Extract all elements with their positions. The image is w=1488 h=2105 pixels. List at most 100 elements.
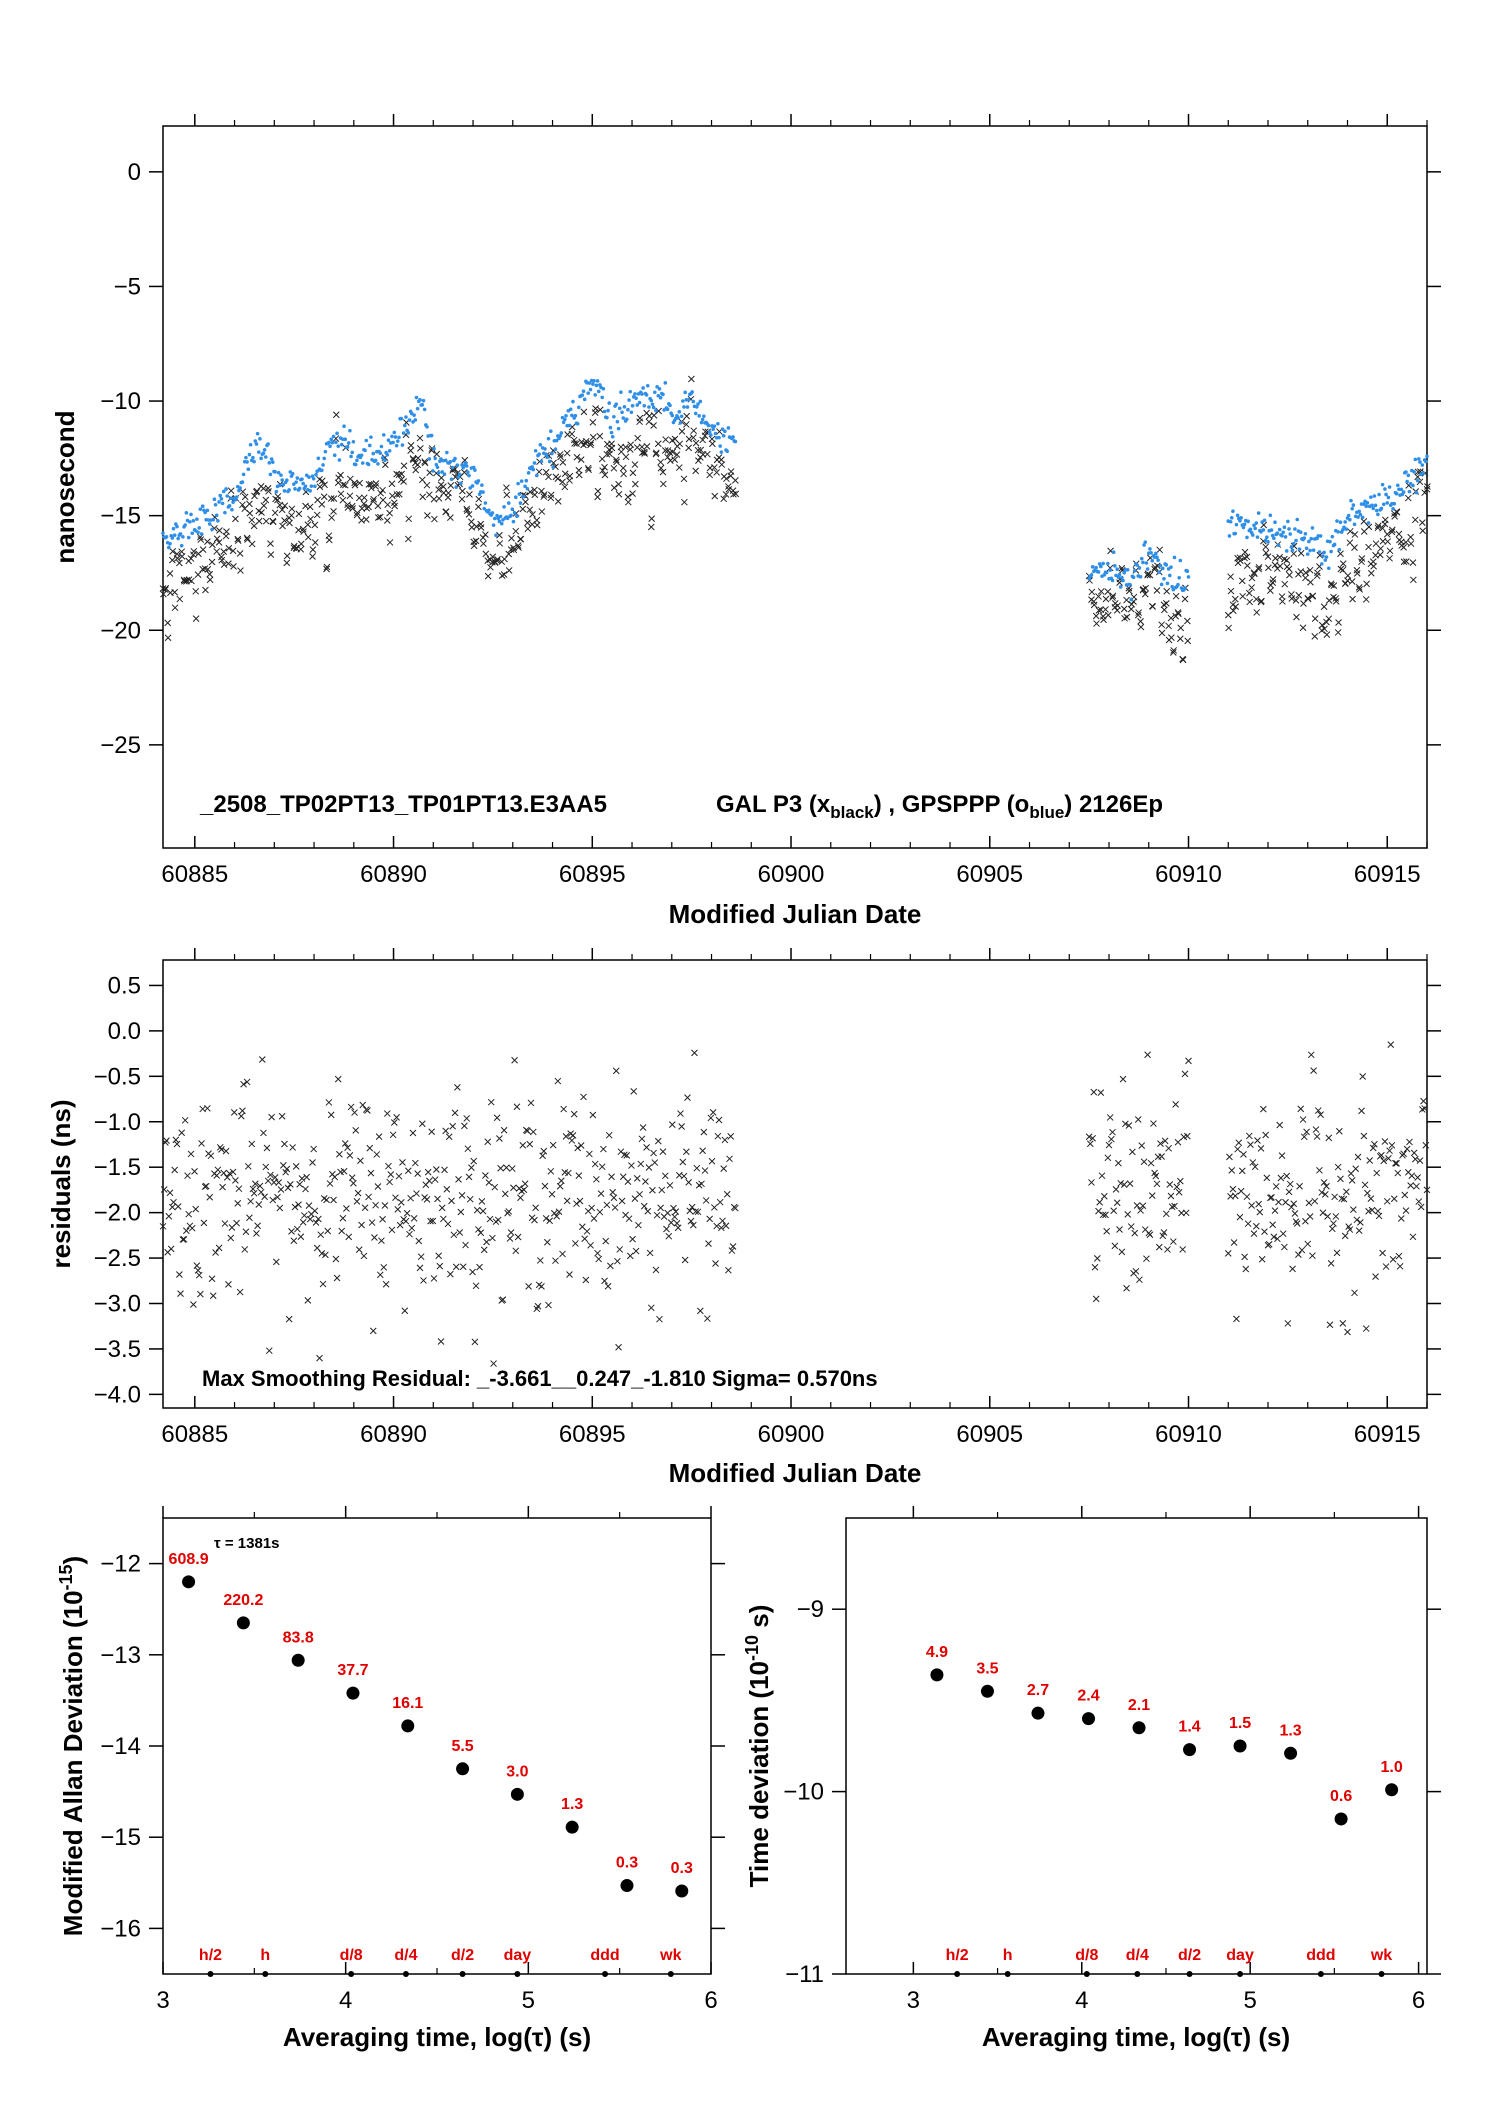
blue-point [311, 476, 316, 481]
residual-point [376, 1271, 384, 1279]
black-point [1142, 584, 1150, 592]
residual-point [604, 1282, 612, 1290]
blue-point [1286, 519, 1290, 524]
blue-point [263, 455, 268, 459]
black-point [1365, 523, 1373, 531]
blue-point [1287, 527, 1291, 531]
residual-points [159, 1041, 1431, 1367]
residual-point [1407, 1182, 1414, 1189]
blue-point [637, 400, 642, 405]
blue-point [602, 409, 607, 414]
residual-point [389, 1131, 397, 1139]
residual-point [1316, 1166, 1323, 1174]
blue-point [308, 489, 312, 493]
residual-point [1098, 1172, 1106, 1180]
black-point [636, 414, 644, 422]
blue-point [1335, 519, 1339, 523]
black-point [416, 434, 424, 442]
blue-point [1337, 547, 1342, 552]
blue-point [315, 469, 319, 474]
blue-point [616, 426, 621, 431]
blue-point [303, 484, 308, 489]
black-point [174, 554, 181, 562]
residual-point [1230, 1239, 1238, 1246]
blue-point [1360, 515, 1365, 520]
black-point [577, 456, 585, 463]
blue-point [679, 414, 684, 419]
y-tick-label: −0.5 [94, 1063, 141, 1090]
blue-point [588, 387, 593, 392]
black-point [463, 507, 471, 515]
residual-point [324, 1227, 332, 1235]
residual-point [271, 1174, 279, 1181]
residual-point [1379, 1249, 1386, 1257]
black-point [1424, 483, 1431, 490]
y-tick-label: −12 [100, 1551, 141, 1578]
black-point [168, 556, 176, 564]
blue-point [635, 403, 640, 407]
blue-point [577, 405, 581, 410]
black-point [192, 587, 200, 595]
blue-point [1157, 570, 1162, 574]
blue-point [1172, 555, 1177, 560]
residual-point [1360, 1132, 1368, 1140]
residual-point [263, 1144, 271, 1152]
residual-point [1286, 1180, 1294, 1188]
blue-point [1266, 540, 1270, 544]
blue-point [570, 413, 574, 418]
blue-point [1111, 550, 1116, 554]
deviation-point [1082, 1712, 1096, 1726]
blue-point [593, 393, 598, 397]
residual-point [1139, 1202, 1147, 1210]
residual-point [208, 1275, 216, 1283]
residual-point [1244, 1220, 1252, 1228]
residual-point [485, 1179, 493, 1186]
black-point [1356, 586, 1363, 593]
black-point [283, 559, 291, 567]
residual-point [1095, 1207, 1102, 1215]
black-point [463, 505, 471, 513]
blue-point [1374, 508, 1379, 513]
residual-point [1354, 1153, 1362, 1161]
residual-point [367, 1169, 375, 1177]
residuals-xlabel: Modified Julian Date [669, 1458, 922, 1488]
deviation-point [565, 1820, 579, 1834]
black-point [404, 535, 412, 543]
blue-point [1153, 551, 1158, 556]
blue-point [1381, 502, 1386, 507]
residual-point [714, 1132, 722, 1140]
black-point [414, 454, 422, 462]
residual-point [394, 1206, 402, 1213]
residual-point [1279, 1230, 1287, 1238]
blue-point [328, 444, 332, 449]
deviation-point [346, 1686, 360, 1700]
black-point [538, 487, 545, 495]
blue-point [1115, 567, 1119, 572]
black-point [344, 501, 351, 509]
residual-point [548, 1190, 556, 1198]
blue-point [1143, 540, 1148, 544]
residual-point [369, 1327, 377, 1335]
blue-point [407, 418, 412, 422]
black-point [622, 453, 630, 461]
black-point [648, 515, 656, 522]
blue-point [1256, 511, 1261, 515]
blue-point [614, 402, 619, 406]
black-point [1158, 629, 1166, 637]
blue-point [454, 485, 458, 489]
black-point [1323, 631, 1331, 638]
blue-point [1424, 459, 1428, 464]
residual-point [459, 1263, 467, 1271]
blue-point [642, 403, 647, 408]
black-point [459, 487, 466, 495]
residual-point [1092, 1295, 1100, 1303]
black-point [1388, 526, 1396, 534]
black-point [260, 502, 268, 509]
residual-point [556, 1182, 564, 1190]
black-point [1299, 624, 1307, 632]
black-point [482, 531, 489, 539]
residual-point [403, 1209, 411, 1217]
mdev-frame [162, 1517, 712, 1975]
black-point [237, 567, 244, 574]
residual-point [1401, 1191, 1409, 1199]
